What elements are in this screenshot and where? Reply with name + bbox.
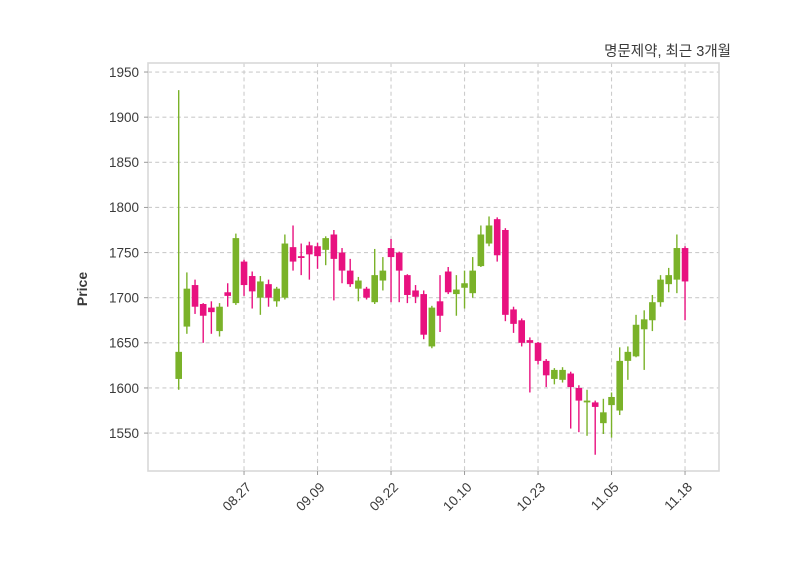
- candle-body-down: [224, 292, 232, 296]
- y-tick-label: 1600: [109, 381, 139, 396]
- candle-body-down: [346, 270, 354, 285]
- candle-body-down: [208, 307, 215, 313]
- candle-body-down: [493, 219, 501, 256]
- candles-layer: [175, 90, 689, 455]
- x-tick-label: 11.18: [661, 480, 695, 514]
- candle-body-up: [232, 238, 240, 304]
- candle-body-down: [306, 245, 313, 255]
- candle-body-up: [632, 324, 640, 357]
- candle-body-up: [665, 275, 673, 285]
- candle-body-up: [379, 270, 387, 281]
- candle-body-up: [216, 306, 223, 332]
- candle-body-down: [436, 301, 444, 316]
- candle-body-up: [559, 369, 566, 380]
- candle-body-up: [616, 360, 624, 411]
- candle-body-down: [444, 271, 452, 293]
- candle-body-up: [322, 238, 330, 250]
- candle-body-up: [461, 283, 468, 288]
- chart-title: 명문제약, 최근 3개월: [604, 43, 731, 60]
- candle-body-down: [395, 252, 403, 271]
- x-tick-label: 09.09: [293, 480, 328, 515]
- candle-body-down: [363, 288, 370, 298]
- x-tick-label: 09.22: [367, 480, 402, 515]
- candle-body-down: [420, 294, 428, 335]
- candle-body-down: [338, 252, 346, 271]
- candle-body-down: [591, 402, 599, 407]
- candle-body-down: [330, 234, 338, 259]
- candle-body-up: [600, 412, 607, 424]
- candle-body-up: [371, 275, 379, 303]
- candle-body-down: [534, 342, 542, 361]
- candle-body-down: [542, 360, 550, 376]
- candle-body-up: [477, 234, 485, 267]
- y-tick-label: 1900: [109, 110, 139, 125]
- candle-body-down: [681, 248, 689, 282]
- candle-body-down: [404, 275, 411, 295]
- candle-body-down: [265, 284, 272, 298]
- axis-layer: 1950 1900 1850 1800 1750 1700 1650 1600 1550 08.2…: [109, 65, 695, 514]
- x-tick-label: 11.05: [588, 480, 622, 514]
- candle-body-up: [355, 280, 362, 289]
- candle-body-up: [551, 369, 558, 379]
- y-tick-label: 1650: [109, 336, 139, 351]
- candle-body-up: [257, 281, 264, 298]
- candle-body-up: [583, 400, 591, 403]
- candle-body-down: [518, 320, 526, 343]
- candle-body-up: [640, 319, 648, 330]
- y-axis-title: Price: [74, 272, 90, 306]
- candle-body-down: [502, 229, 509, 315]
- candle-body-up: [273, 288, 281, 302]
- candle-body-down: [297, 256, 305, 258]
- candle-body-up: [453, 289, 460, 295]
- x-tick-label: 10.23: [514, 480, 549, 515]
- candle-body-up: [608, 396, 615, 406]
- x-tick-label: 10.10: [440, 480, 475, 515]
- candle-body-up: [428, 307, 436, 347]
- y-tick-label: 1700: [109, 290, 139, 305]
- candle-body-down: [387, 248, 395, 258]
- candle-body-down: [314, 246, 321, 257]
- candle-body-up: [183, 288, 191, 327]
- y-tick-label: 1750: [109, 245, 139, 260]
- y-tick-label: 1800: [109, 200, 139, 215]
- candle-body-down: [567, 373, 575, 388]
- plot-border: [147, 62, 720, 472]
- x-tick-label: 08.27: [220, 480, 255, 515]
- candle-body-down: [575, 387, 583, 401]
- candle-body-up: [673, 248, 681, 280]
- candle-body-down: [240, 261, 248, 286]
- candle-body-up: [624, 351, 632, 361]
- candle-body-down: [510, 309, 517, 324]
- candle-body-down: [289, 247, 297, 262]
- candle-body-down: [248, 276, 256, 292]
- y-tick-label: 1950: [109, 65, 139, 80]
- candle-body-down: [412, 290, 419, 297]
- candle-body-down: [199, 304, 207, 316]
- candle-body-down: [526, 340, 534, 343]
- candle-body-up: [175, 351, 182, 379]
- candle-body-up: [469, 270, 477, 294]
- candle-body-up: [281, 243, 289, 298]
- candle-body-up: [485, 225, 493, 244]
- y-tick-label: 1850: [109, 155, 139, 170]
- candle-body-up: [657, 279, 664, 303]
- candle-body-up: [649, 302, 656, 321]
- candle-body-down: [191, 285, 199, 307]
- y-tick-label: 1550: [109, 426, 139, 441]
